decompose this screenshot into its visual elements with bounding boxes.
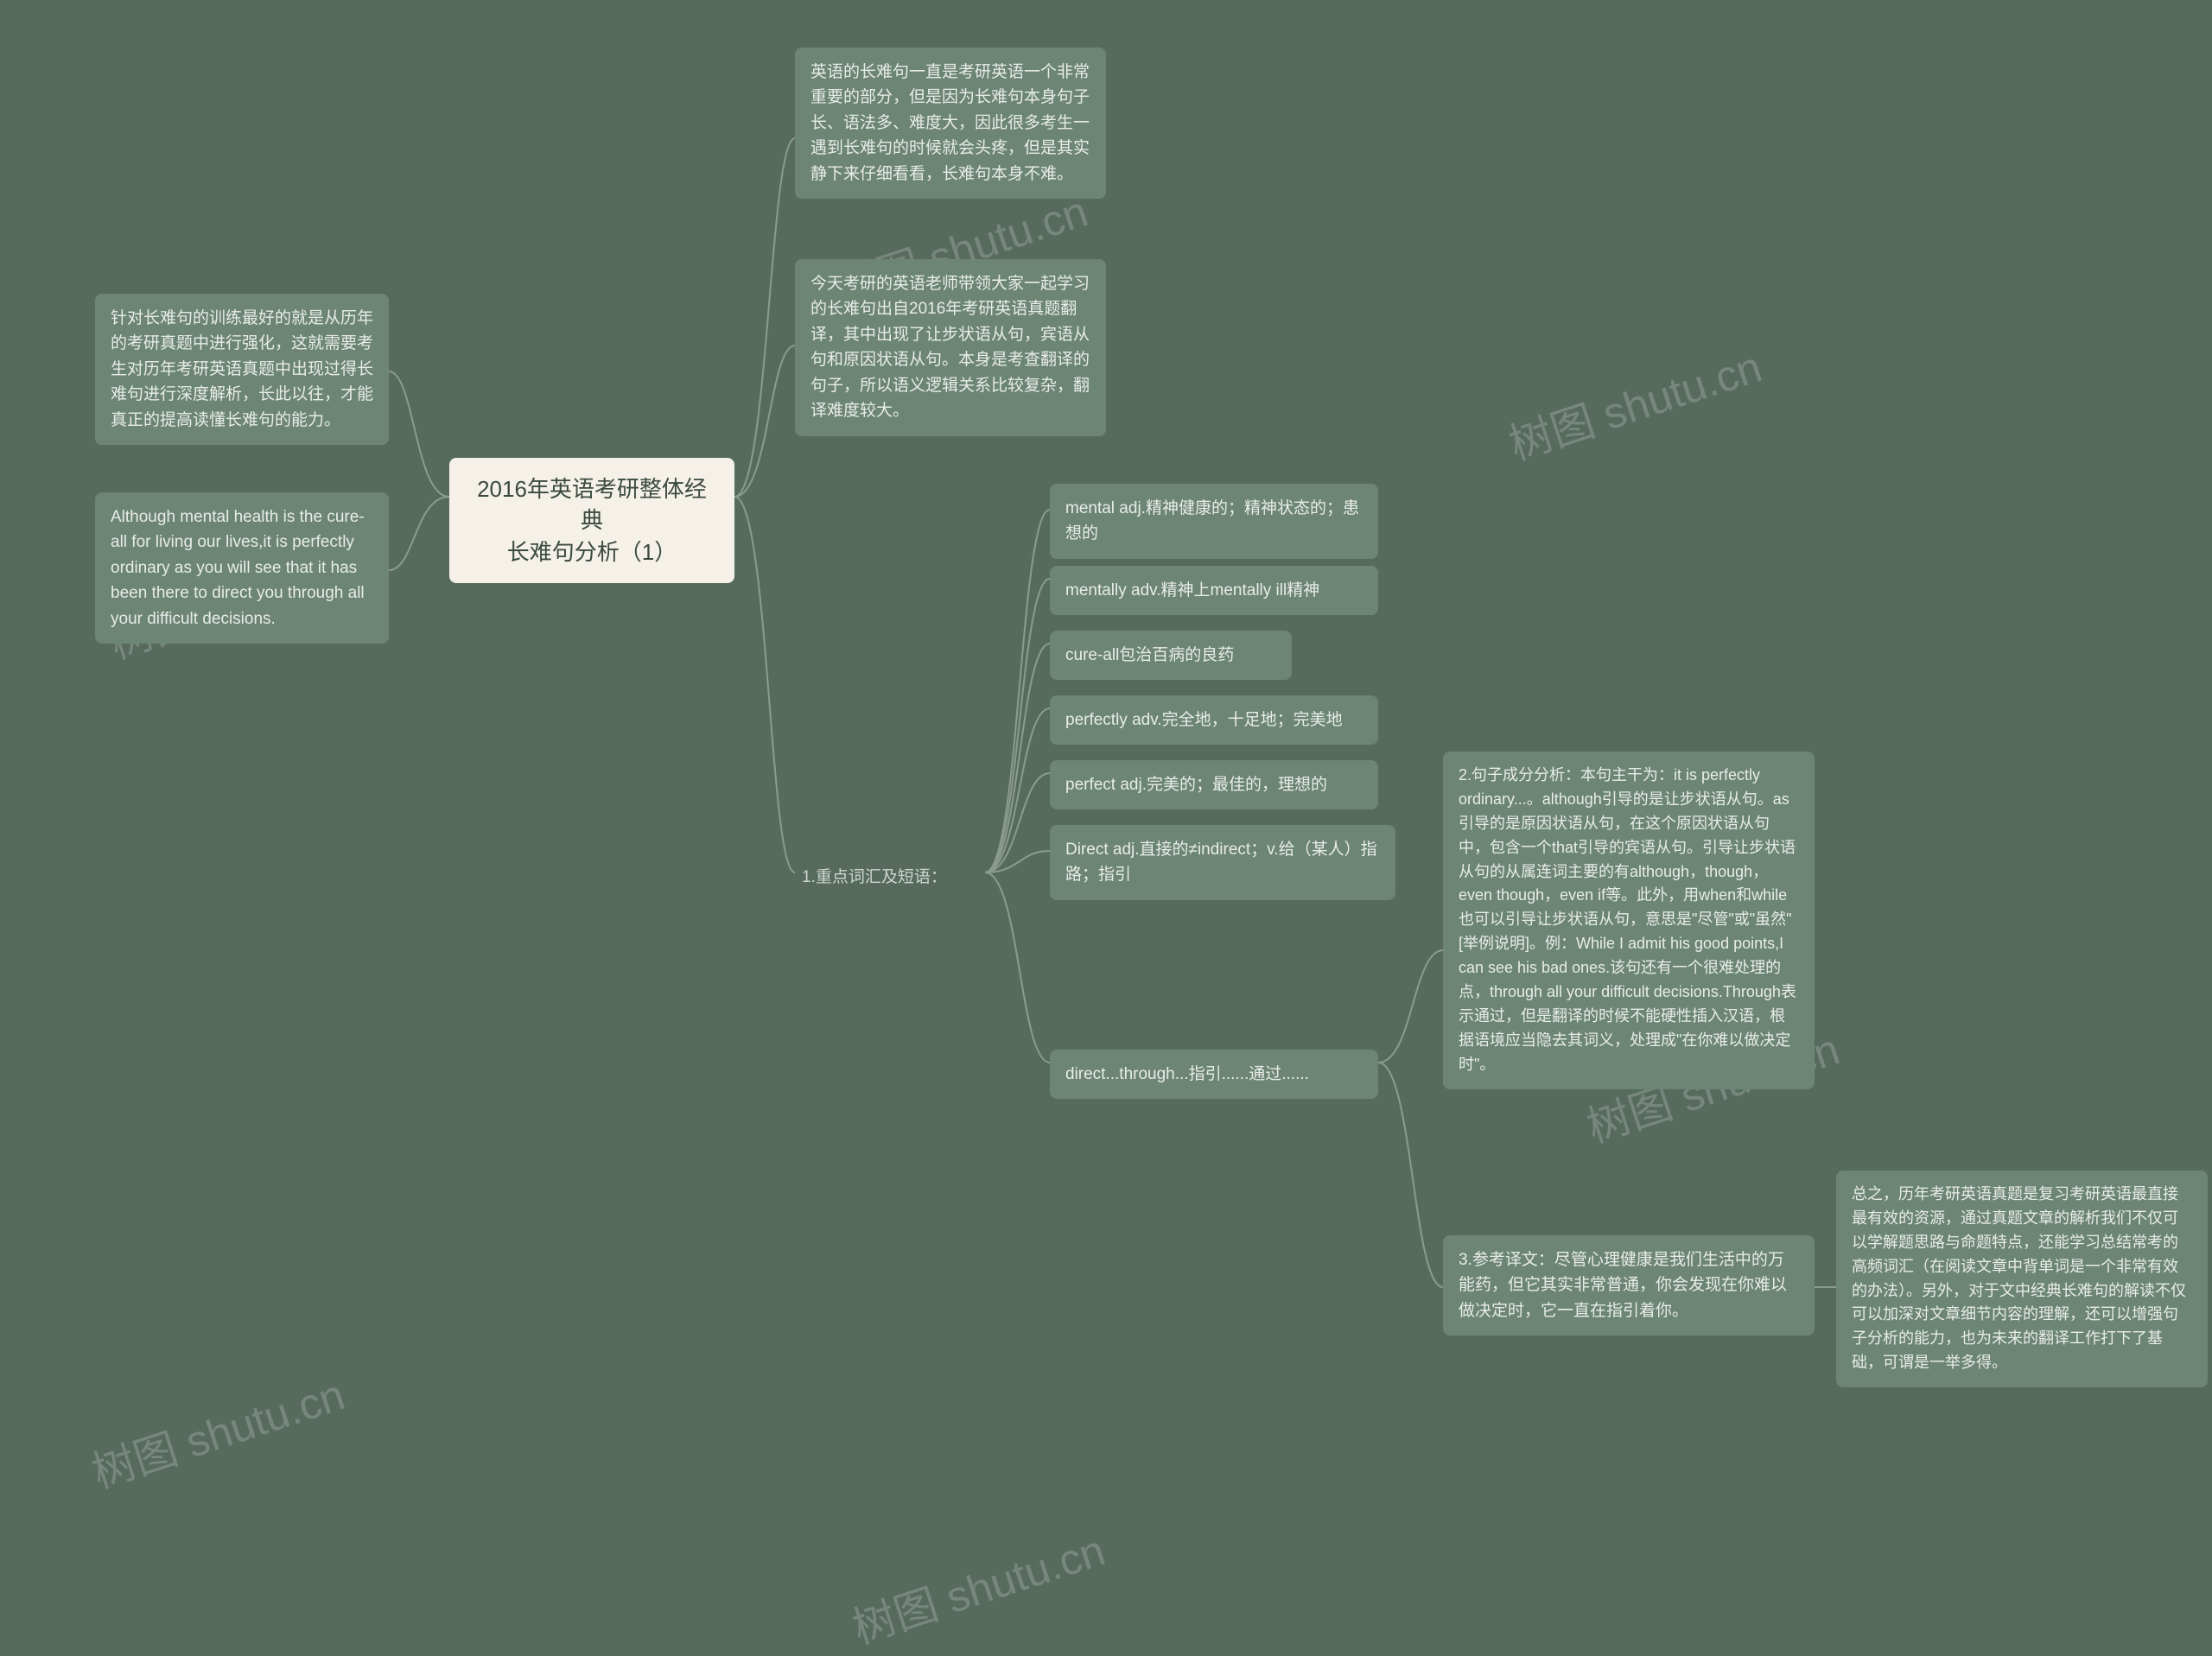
watermark: 树图 shutu.cn	[843, 1516, 1111, 1656]
vocab-item-3: cure-all包治百病的良药	[1050, 631, 1292, 680]
vocab-item-2: mentally adv.精神上mentally ill精神	[1050, 566, 1378, 615]
watermark: 树图 shutu.cn	[83, 1361, 351, 1501]
left-note-b: Although mental health is the cure-all f…	[95, 492, 389, 644]
vocab-item-6: Direct adj.直接的≠indirect；v.给（某人）指路；指引	[1050, 825, 1395, 900]
watermark: 树图 shutu.cn	[1500, 333, 1768, 473]
right-paragraph-1: 英语的长难句一直是考研英语一个非常重要的部分，但是因为长难句本身句子长、语法多、…	[795, 48, 1106, 199]
vocab-item-4: perfectly adv.完全地，十足地；完美地	[1050, 695, 1378, 745]
right-paragraph-2: 今天考研的英语老师带领大家一起学习的长难句出自2016年考研英语真题翻译，其中出…	[795, 259, 1106, 436]
analysis-node: 2.句子成分分析：本句主干为：it is perfectly ordinary.…	[1443, 752, 1815, 1089]
vocab-title: 1.重点词汇及短语：	[795, 860, 985, 895]
root-title-line2: 长难句分析（1）	[468, 536, 715, 568]
connectors-svg	[0, 0, 2212, 1637]
root-node: 2016年英语考研整体经典 长难句分析（1）	[449, 458, 734, 583]
root-title-line1: 2016年英语考研整体经典	[468, 473, 715, 536]
translation-node: 3.参考译文：尽管心理健康是我们生活中的万能药，但它其实非常普通，你会发现在你难…	[1443, 1235, 1815, 1336]
vocab-item-7: direct...through...指引......通过......	[1050, 1050, 1378, 1099]
left-note-a: 针对长难句的训练最好的就是从历年的考研真题中进行强化，这就需要考生对历年考研英语…	[95, 294, 389, 445]
vocab-item-1: mental adj.精神健康的；精神状态的；患想的	[1050, 484, 1378, 559]
vocab-item-5: perfect adj.完美的；最佳的，理想的	[1050, 760, 1378, 809]
summary-node: 总之，历年考研英语真题是复习考研英语最直接最有效的资源，通过真题文章的解析我们不…	[1836, 1171, 2208, 1387]
